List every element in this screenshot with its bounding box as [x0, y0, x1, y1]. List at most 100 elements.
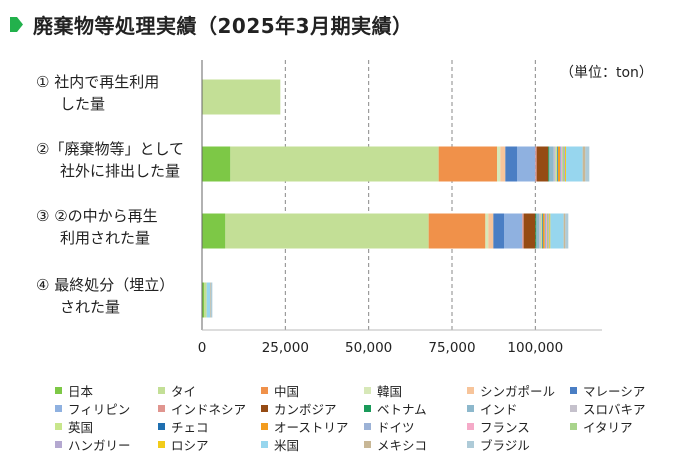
bar-segment [547, 213, 549, 249]
bar-segment [504, 213, 523, 249]
chart-legend: 日本 タイ 中国 韓国 シンガポール マレーシア フィリピン インドネシア カンボジア ベトナムイ… [55, 382, 675, 453]
bar-segment [536, 213, 540, 249]
bar-segment [563, 213, 566, 249]
legend-swatch [570, 405, 577, 412]
legend-item: イタリア [570, 418, 673, 435]
category-label: ① 社内で再生利用 [36, 73, 159, 91]
legend-label: シンガポール [480, 384, 556, 399]
bar-segment [550, 213, 564, 249]
legend-swatch [55, 423, 62, 430]
bar-segment [493, 213, 504, 249]
legend-label: メキシコ [377, 438, 428, 453]
bar-segment [202, 146, 231, 182]
legend-swatch [158, 423, 165, 430]
legend-swatch [158, 387, 165, 394]
legend-label: チェコ [171, 420, 209, 435]
bar-segment [535, 146, 537, 182]
legend-label: インド [480, 402, 518, 417]
bar-segment [543, 213, 545, 249]
legend-swatch [467, 405, 474, 412]
x-tick-label: 100,000 [507, 340, 563, 356]
legend-item: スロバキア [570, 400, 673, 417]
bar-segment [428, 213, 486, 249]
legend-swatch [364, 423, 371, 430]
legend-swatch [570, 423, 577, 430]
legend-swatch [158, 441, 165, 448]
legend-item: 米国 [261, 436, 364, 453]
bar-segment [500, 146, 506, 182]
legend-item: シンガポール [467, 382, 570, 399]
legend-item: タイ [158, 382, 261, 399]
bar-segment [485, 213, 489, 249]
legend-label: 日本 [68, 384, 94, 399]
legend-label: イタリア [583, 420, 633, 435]
x-tick-label: 50,000 [345, 340, 392, 356]
bar-segment [560, 146, 562, 182]
legend-item: 韓国 [364, 382, 467, 399]
legend-label: ロシア [171, 438, 209, 453]
bar-segment [546, 213, 547, 249]
legend-label: ベトナム [377, 402, 427, 417]
legend-label: ドイツ [377, 420, 415, 435]
legend-label: カンボジア [274, 402, 337, 417]
bar-segment [536, 146, 549, 182]
category-label: ④ 最終処分（埋立） [36, 276, 174, 294]
bar-segment [548, 146, 550, 182]
bar-segment [488, 213, 494, 249]
legend-swatch [467, 387, 474, 394]
bar-segment [225, 213, 429, 249]
bar-segment [557, 146, 558, 182]
legend-swatch [467, 423, 474, 430]
legend-label: フィリピン [68, 402, 131, 417]
category-label: 利用された量 [60, 229, 150, 247]
bar-segment [522, 213, 524, 249]
legend-swatch [364, 441, 371, 448]
legend-item: オーストリア [261, 418, 364, 435]
x-tick-label: 75,000 [428, 340, 475, 356]
bar-segment [517, 146, 536, 182]
legend-label: オーストリア [274, 420, 349, 435]
bar-segment [210, 282, 213, 318]
legend-swatch [570, 387, 577, 394]
bar-segment [206, 282, 210, 318]
bar-segment [553, 146, 556, 182]
legend-item: メキシコ [364, 436, 467, 453]
bar-segment [562, 146, 564, 182]
bar-segment [230, 146, 439, 182]
x-tick-label: 25,000 [262, 340, 309, 356]
bar-segment [204, 282, 207, 318]
bar-segment [202, 213, 226, 249]
bar-segment [582, 146, 586, 182]
legend-swatch [261, 405, 268, 412]
bar-segment [497, 146, 501, 182]
legend-label: 韓国 [377, 384, 403, 399]
legend-swatch [55, 387, 62, 394]
legend-item: ロシア [158, 436, 261, 453]
page-title: 廃棄物等処理実績（2025年3月期実績） [33, 13, 413, 38]
legend-item: ドイツ [364, 418, 467, 435]
category-label: 社外に排出した量 [60, 162, 180, 180]
bar-segment [549, 213, 551, 249]
title-marker-icon [10, 16, 23, 32]
bar-segment [535, 213, 537, 249]
legend-swatch [55, 441, 62, 448]
title-bar: 廃棄物等処理実績（2025年3月期実績） [10, 8, 413, 40]
legend-label: インドネシア [171, 402, 247, 417]
legend-item: フィリピン [55, 400, 158, 417]
legend-item: カンボジア [261, 400, 364, 417]
bar-segment [548, 213, 550, 249]
bar-segment [558, 146, 560, 182]
legend-item: マレーシア [570, 382, 673, 399]
bar-segment [544, 213, 546, 249]
legend-item: ハンガリー [55, 436, 158, 453]
bar-segment [523, 213, 536, 249]
legend-swatch [261, 441, 268, 448]
legend-label: スロバキア [583, 402, 646, 417]
legend-item: インドネシア [158, 400, 261, 417]
category-label: した量 [60, 95, 105, 113]
category-label: された量 [60, 298, 120, 316]
legend-label: 中国 [274, 384, 300, 399]
legend-swatch [158, 405, 165, 412]
bar-segment [542, 213, 543, 249]
